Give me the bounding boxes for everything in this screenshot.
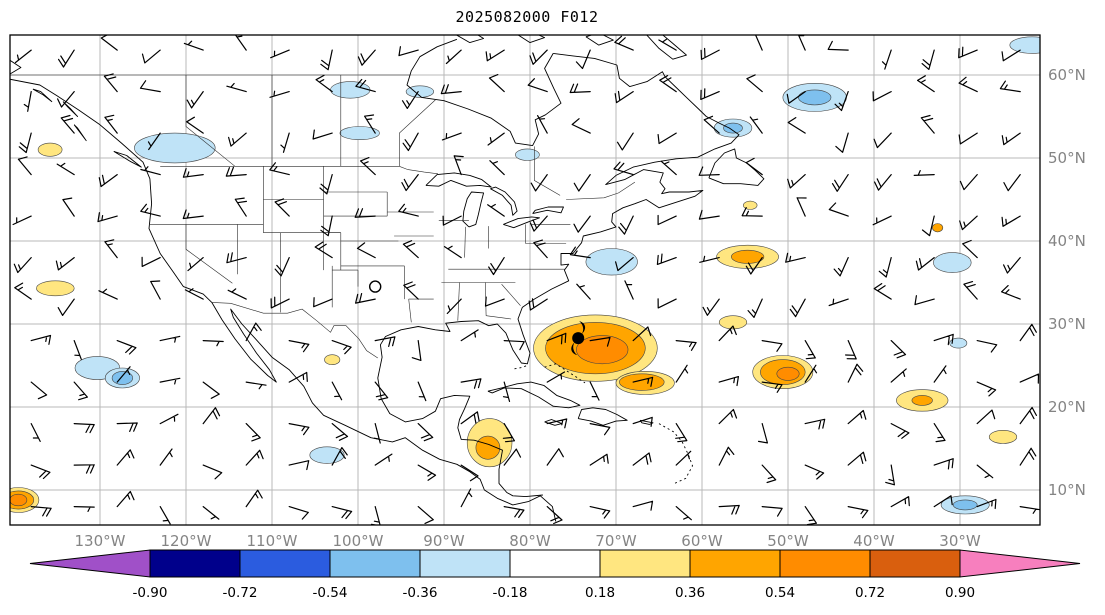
shaded-region: [988, 429, 1018, 444]
colorbar-under-arrow: [29, 549, 151, 578]
wind-barbs: [12, 35, 1040, 525]
shaded-region: [932, 223, 944, 233]
colorbar-segment: [149, 549, 241, 578]
storm-markers: [369, 280, 586, 356]
colorbar-segment: [599, 549, 691, 578]
lon-tick-label: 70°W: [595, 532, 637, 550]
colorbar-segment: [419, 549, 511, 578]
colorbar-over-arrow: [959, 549, 1081, 578]
hurricane-symbol: [571, 321, 586, 356]
lon-tick-label: 50°W: [767, 532, 809, 550]
lon-tick-label: 40°W: [853, 532, 895, 550]
lat-tick-label: 40°N: [1048, 232, 1086, 250]
shaded-region: [723, 122, 743, 134]
figure-title: 2025082000 F012: [456, 8, 599, 26]
colorbar-segment: [329, 549, 421, 578]
shaded-region: [339, 126, 380, 141]
shaded-region: [515, 148, 540, 161]
lat-tick-label: 10°N: [1048, 481, 1086, 499]
lon-tick-label: 30°W: [939, 532, 981, 550]
shaded-region: [576, 335, 629, 365]
colorbar-segment: [239, 549, 331, 578]
coastlines: [10, 35, 765, 522]
shaded-region: [36, 280, 75, 297]
colorbar-tick-label: -0.72: [223, 585, 258, 601]
shaded-region: [324, 354, 341, 366]
colorbar-tick-label: -0.36: [403, 585, 438, 601]
lat-tick-label: 20°N: [1048, 398, 1086, 416]
shaded-region: [134, 132, 216, 164]
lon-tick-label: 100°W: [333, 532, 384, 550]
disturbance-marker: [369, 280, 382, 293]
colorbar-segment: [869, 549, 961, 578]
shaded-region: [10, 493, 28, 507]
shaded-region: [776, 366, 800, 381]
shaded-region: [730, 249, 765, 264]
lat-tick-label: 50°N: [1048, 149, 1086, 167]
shaded-region: [330, 81, 371, 99]
political-borders: [10, 74, 636, 359]
lon-tick-label: 120°W: [161, 532, 212, 550]
lon-tick-label: 80°W: [509, 532, 551, 550]
colorbar-tick-label: 0.72: [855, 585, 885, 601]
colorbar-tick-label: 0.36: [675, 585, 705, 601]
graticule: [10, 35, 1040, 525]
shaded-region: [585, 248, 638, 276]
lon-tick-label: 130°W: [75, 532, 126, 550]
shaded-region: [37, 142, 63, 157]
shaded-region: [952, 499, 978, 511]
colorbar-tick-label: -0.54: [313, 585, 348, 601]
shaded-region: [309, 446, 345, 464]
colorbar-tick-label: 0.18: [585, 585, 615, 601]
colorbar-segment: [689, 549, 781, 578]
shaded-region: [798, 89, 832, 106]
lon-tick-label: 60°W: [681, 532, 723, 550]
lat-tick-label: 60°N: [1048, 66, 1086, 84]
map-frame: [9, 34, 1041, 526]
shaded-region: [619, 373, 665, 391]
colorbar-tick-label: -0.90: [133, 585, 168, 601]
shaded-region: [405, 85, 435, 98]
colorbar-tick-label: 0.90: [945, 585, 975, 601]
shaded-region: [933, 252, 972, 273]
shaded-region: [1009, 36, 1040, 54]
colorbar: -0.90 -0.72 -0.54 -0.36 -0.18 0.18 0.36 0.54 0.7…: [29, 549, 1081, 601]
shaded-anomaly-regions: [10, 36, 1040, 515]
lon-axis-labels: 130°W 120°W 110°W 100°W 90°W 80°W 70°W 60°W 50°W…: [75, 532, 981, 550]
colorbar-tick-label: -0.18: [493, 585, 528, 601]
colorbar-tick-label: 0.54: [765, 585, 795, 601]
lat-tick-label: 30°N: [1048, 315, 1086, 333]
shaded-region: [718, 315, 748, 330]
lat-axis-labels: 60°N 50°N 40°N 30°N 20°N 10°N: [1048, 66, 1086, 499]
shaded-region: [949, 337, 968, 349]
lon-tick-label: 110°W: [247, 532, 298, 550]
colorbar-segment: [509, 549, 601, 578]
lon-tick-label: 90°W: [423, 532, 465, 550]
shaded-region: [475, 435, 501, 460]
shaded-region: [911, 395, 933, 406]
colorbar-segment: [779, 549, 871, 578]
